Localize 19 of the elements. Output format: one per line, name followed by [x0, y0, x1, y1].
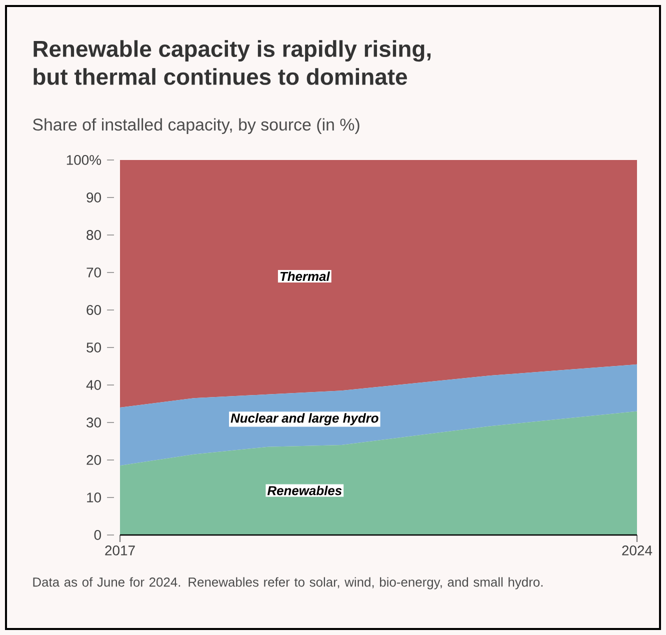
x-tick-label: 2024: [622, 546, 652, 556]
x-tick-label: 2017: [105, 546, 135, 556]
y-tick-label: 0: [94, 530, 101, 540]
text: Data as of June for 2024. Renewables refer to solar, wind, bio-energy, and small hydro.: [33, 577, 543, 590]
y-tick-label: 90: [86, 192, 101, 202]
y-tick-label: 100%: [66, 155, 102, 165]
series-label: Nuclear and large hydro: [230, 413, 378, 426]
y-tick-label: 80: [86, 230, 101, 240]
y-tick-label: 30: [86, 418, 101, 428]
y-tick-label: 10: [87, 492, 101, 502]
y-tick-label: 60: [86, 305, 101, 315]
y-tick-label: 50: [86, 342, 101, 352]
series-label: Thermal: [280, 271, 330, 281]
chart-title: Renewable capacity is rapidly rising, but thermal continues to dominate: [34, 40, 431, 85]
y-tick-label: 20: [86, 455, 101, 465]
y-tick-label: 40: [86, 380, 101, 390]
chart-subtitle: Share of installed capacity, by source (in %): [32, 118, 360, 134]
series-label: Renewables: [267, 486, 342, 496]
y-tick-label: 70: [86, 268, 101, 278]
